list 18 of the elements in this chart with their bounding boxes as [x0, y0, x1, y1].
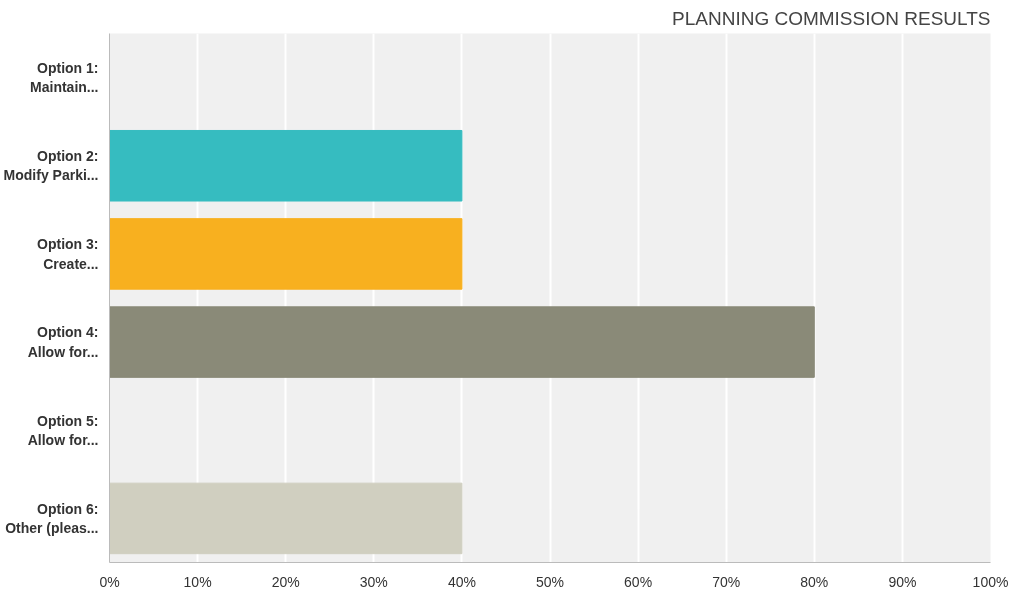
y-tick-label: Option 4: Allow for...	[27, 324, 99, 360]
y-tick-label: Option 3: Create...	[37, 236, 99, 272]
y-tick-label: Option 1: Maintain...	[30, 59, 99, 96]
x-tick-label: 60%	[624, 573, 653, 590]
x-tick-label: 40%	[447, 573, 476, 590]
x-tick-label: 80%	[800, 573, 829, 590]
x-tick-label: 10%	[183, 573, 212, 590]
x-tick-label: 30%	[359, 573, 388, 590]
y-tick-label: Option 6: Other (pleas...	[5, 500, 99, 537]
x-tick-label: 0%	[99, 573, 120, 590]
x-tick-label: 20%	[271, 573, 300, 590]
x-tick-label: 50%	[535, 573, 565, 590]
x-tick-label: 70%	[712, 573, 741, 590]
x-tick-label: 90%	[888, 573, 917, 590]
chart-title: PLANNING COMMISSION RESULTS	[672, 7, 991, 29]
y-tick-label: Option 5: Allow for...	[27, 412, 99, 448]
x-tick-label: 100%	[972, 573, 1009, 590]
y-tick-label: Option 2: Modify Parki...	[3, 148, 99, 184]
